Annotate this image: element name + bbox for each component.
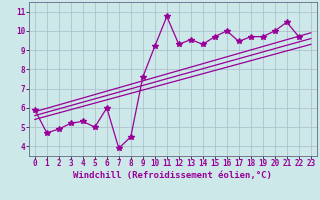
X-axis label: Windchill (Refroidissement éolien,°C): Windchill (Refroidissement éolien,°C) [73, 171, 272, 180]
